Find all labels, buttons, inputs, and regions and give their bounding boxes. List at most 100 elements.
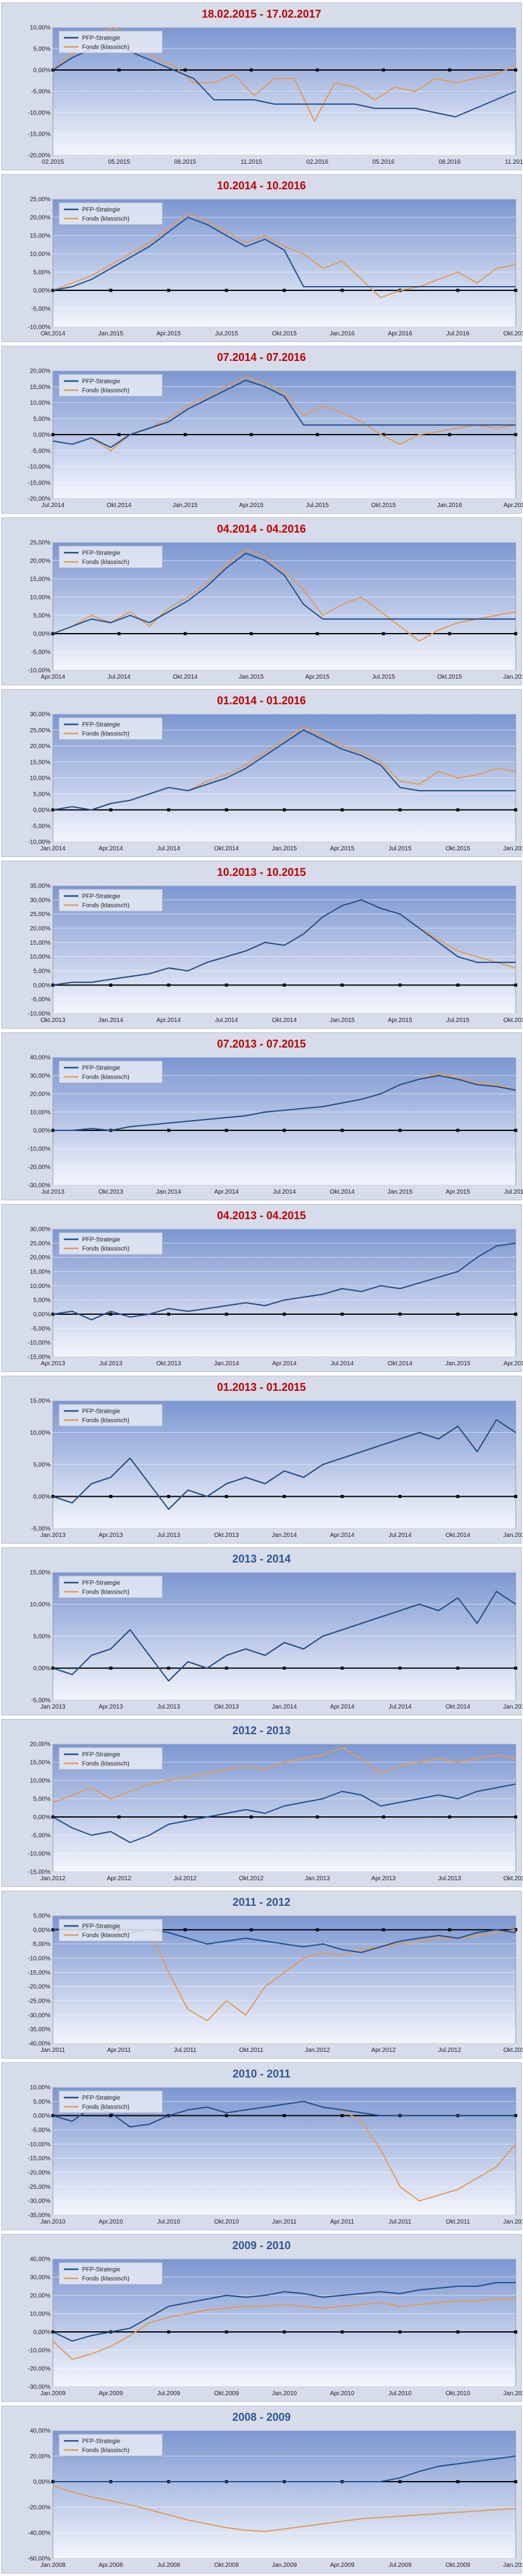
x-tick-label: Jul.2014 <box>157 845 180 852</box>
legend-box <box>58 1919 163 1942</box>
y-tick-label: 10,00% <box>30 25 50 32</box>
y-tick-label: 5,00% <box>33 416 50 422</box>
x-tick-label: Apr.2014 <box>99 845 123 852</box>
x-tick-label: Jul.2012 <box>174 1875 197 1882</box>
y-tick-label: -15,00% <box>28 1354 50 1361</box>
legend-label-fonds: Fonds (klassisch) <box>82 1418 130 1424</box>
x-tick-mark <box>283 1667 286 1670</box>
x-tick-label: Jan.2014 <box>272 1704 297 1710</box>
x-tick-label: Jul.2015 <box>504 1189 523 1195</box>
x-tick-label: Okt.2016 <box>504 331 523 337</box>
x-tick-mark <box>224 1495 228 1498</box>
pfp-strategie-line <box>52 379 516 448</box>
chart-panel: 07.2014 - 07.2016 20,00% 15,00% 10,00% 5,00%… <box>1 346 523 514</box>
x-tick-mark <box>224 808 228 811</box>
chart-svg: 40,00% 30,00% 20,00% 10,00% 0,00% -10,00% -20,… <box>28 1055 523 1196</box>
x-tick-label: Jul.2016 <box>446 331 469 337</box>
x-tick-label: 05.2016 <box>372 159 395 166</box>
legend-box <box>58 1575 163 1598</box>
x-tick-mark <box>341 1312 344 1316</box>
y-tick-label: -10,00% <box>28 110 50 117</box>
x-tick-label: 02.2016 <box>307 159 329 166</box>
y-tick-label: 25,00% <box>30 911 50 918</box>
y-tick-label: 15,00% <box>30 1760 50 1766</box>
chart-title: 10.2013 - 10.2015 <box>216 866 307 878</box>
x-tick-label: Okt.2014 <box>446 1532 471 1539</box>
y-tick-label: 10,00% <box>30 954 50 961</box>
x-tick-label: Apr.2011 <box>330 2219 355 2225</box>
chart-svg: 10,00% 5,00% 0,00% -5,00% -10,00% -15,00% -20,… <box>28 25 523 166</box>
x-tick-mark <box>224 2330 228 2334</box>
x-tick-label: Jul.2012 <box>438 2047 461 2054</box>
x-tick-mark <box>316 1928 319 1931</box>
x-tick-mark <box>514 1129 518 1132</box>
x-tick-mark <box>514 433 518 436</box>
legend-label-pfp: PFP-Strategie <box>82 2095 120 2102</box>
y-tick-label: -10,00% <box>28 324 50 331</box>
y-tick-label: -20,00% <box>28 153 50 159</box>
legend-box <box>58 2434 163 2457</box>
x-tick-label: Okt.2013 <box>214 1704 239 1710</box>
x-tick-mark <box>224 2114 228 2118</box>
x-tick-mark <box>109 1667 113 1670</box>
x-tick-mark <box>167 2330 170 2334</box>
x-tick-label: Jan.2016 <box>330 331 355 337</box>
y-tick-label: 10,00% <box>30 2085 50 2091</box>
y-tick-label: -60,00% <box>28 2556 50 2563</box>
x-tick-mark <box>283 1129 286 1132</box>
x-tick-label: Apr.2012 <box>107 1875 131 1882</box>
x-tick-mark <box>183 1815 187 1819</box>
legend-box <box>58 1747 163 1770</box>
pfp-strategie-line <box>52 899 516 986</box>
x-tick-label: Apr.2016 <box>388 331 412 337</box>
x-tick-label: Jul.2015 <box>446 1017 469 1024</box>
chart-svg: 35,00% 30,00% 25,00% 20,00% 15,00% 10,00% 5,00… <box>28 883 523 1024</box>
legend-box <box>58 1404 163 1427</box>
x-tick-mark <box>183 632 187 635</box>
x-tick-mark <box>456 1495 460 1498</box>
y-tick-label: -20,00% <box>28 2366 50 2373</box>
x-tick-label: Jul.2014 <box>389 1532 412 1539</box>
chart-svg: 30,00% 25,00% 20,00% 15,00% 10,00% 5,00% 0,00%… <box>28 1227 523 1368</box>
y-tick-label: 5,00% <box>33 613 50 620</box>
y-tick-label: 15,00% <box>30 233 50 240</box>
chart-title: 2012 - 2013 <box>232 1724 291 1737</box>
y-tick-label: 10,00% <box>30 775 50 782</box>
x-tick-label: Jan.2015 <box>445 1360 471 1367</box>
x-tick-label: Okt.2011 <box>239 2047 263 2054</box>
x-tick-mark <box>398 2480 402 2483</box>
chart-title: 04.2014 - 04.2016 <box>216 523 307 535</box>
y-tick-label: 10,00% <box>30 1430 50 1437</box>
x-tick-label: Jan.2009 <box>40 2390 66 2397</box>
pfp-strategie-line <box>52 217 516 291</box>
x-tick-label: Jan.2016 <box>437 502 463 509</box>
x-tick-label: Jan.2014 <box>214 1360 240 1367</box>
x-tick-mark <box>341 808 344 811</box>
x-tick-label: Jul.2011 <box>174 2047 197 2054</box>
x-tick-mark <box>448 1815 451 1819</box>
y-tick-label: 0,00% <box>33 2113 50 2119</box>
y-tick-label: -5,00% <box>31 996 50 1003</box>
chart-title: 2010 - 2011 <box>232 2068 291 2080</box>
y-tick-label: 5,00% <box>33 2099 50 2105</box>
x-tick-label: Apr.2013 <box>372 1875 396 1882</box>
x-tick-label: Jul.2011 <box>389 2219 412 2225</box>
x-tick-mark <box>283 2114 286 2118</box>
x-tick-mark <box>456 1312 460 1316</box>
y-tick-label: -10,00% <box>28 2348 50 2354</box>
x-tick-label: Jul.2013 <box>157 1704 180 1710</box>
fonds-klassisch-line <box>52 549 516 642</box>
chart-title: 04.2013 - 04.2015 <box>216 1209 307 1222</box>
x-tick-label: Jan.2014 <box>272 1532 297 1539</box>
y-tick-label: 35,00% <box>30 883 50 890</box>
x-tick-mark <box>109 289 113 292</box>
x-tick-label: Apr.2014 <box>156 1017 181 1024</box>
y-tick-label: 0,00% <box>33 982 50 989</box>
x-tick-mark <box>456 983 460 987</box>
chart-svg: 30,00% 25,00% 20,00% 15,00% 10,00% 5,00% 0,00%… <box>28 712 523 853</box>
x-tick-label: Jul.2014 <box>215 1017 238 1024</box>
y-tick-label: 0,00% <box>33 2329 50 2336</box>
x-tick-label: Okt.2013 <box>504 1875 523 1882</box>
x-tick-mark <box>316 1815 319 1819</box>
x-tick-mark <box>398 983 402 987</box>
